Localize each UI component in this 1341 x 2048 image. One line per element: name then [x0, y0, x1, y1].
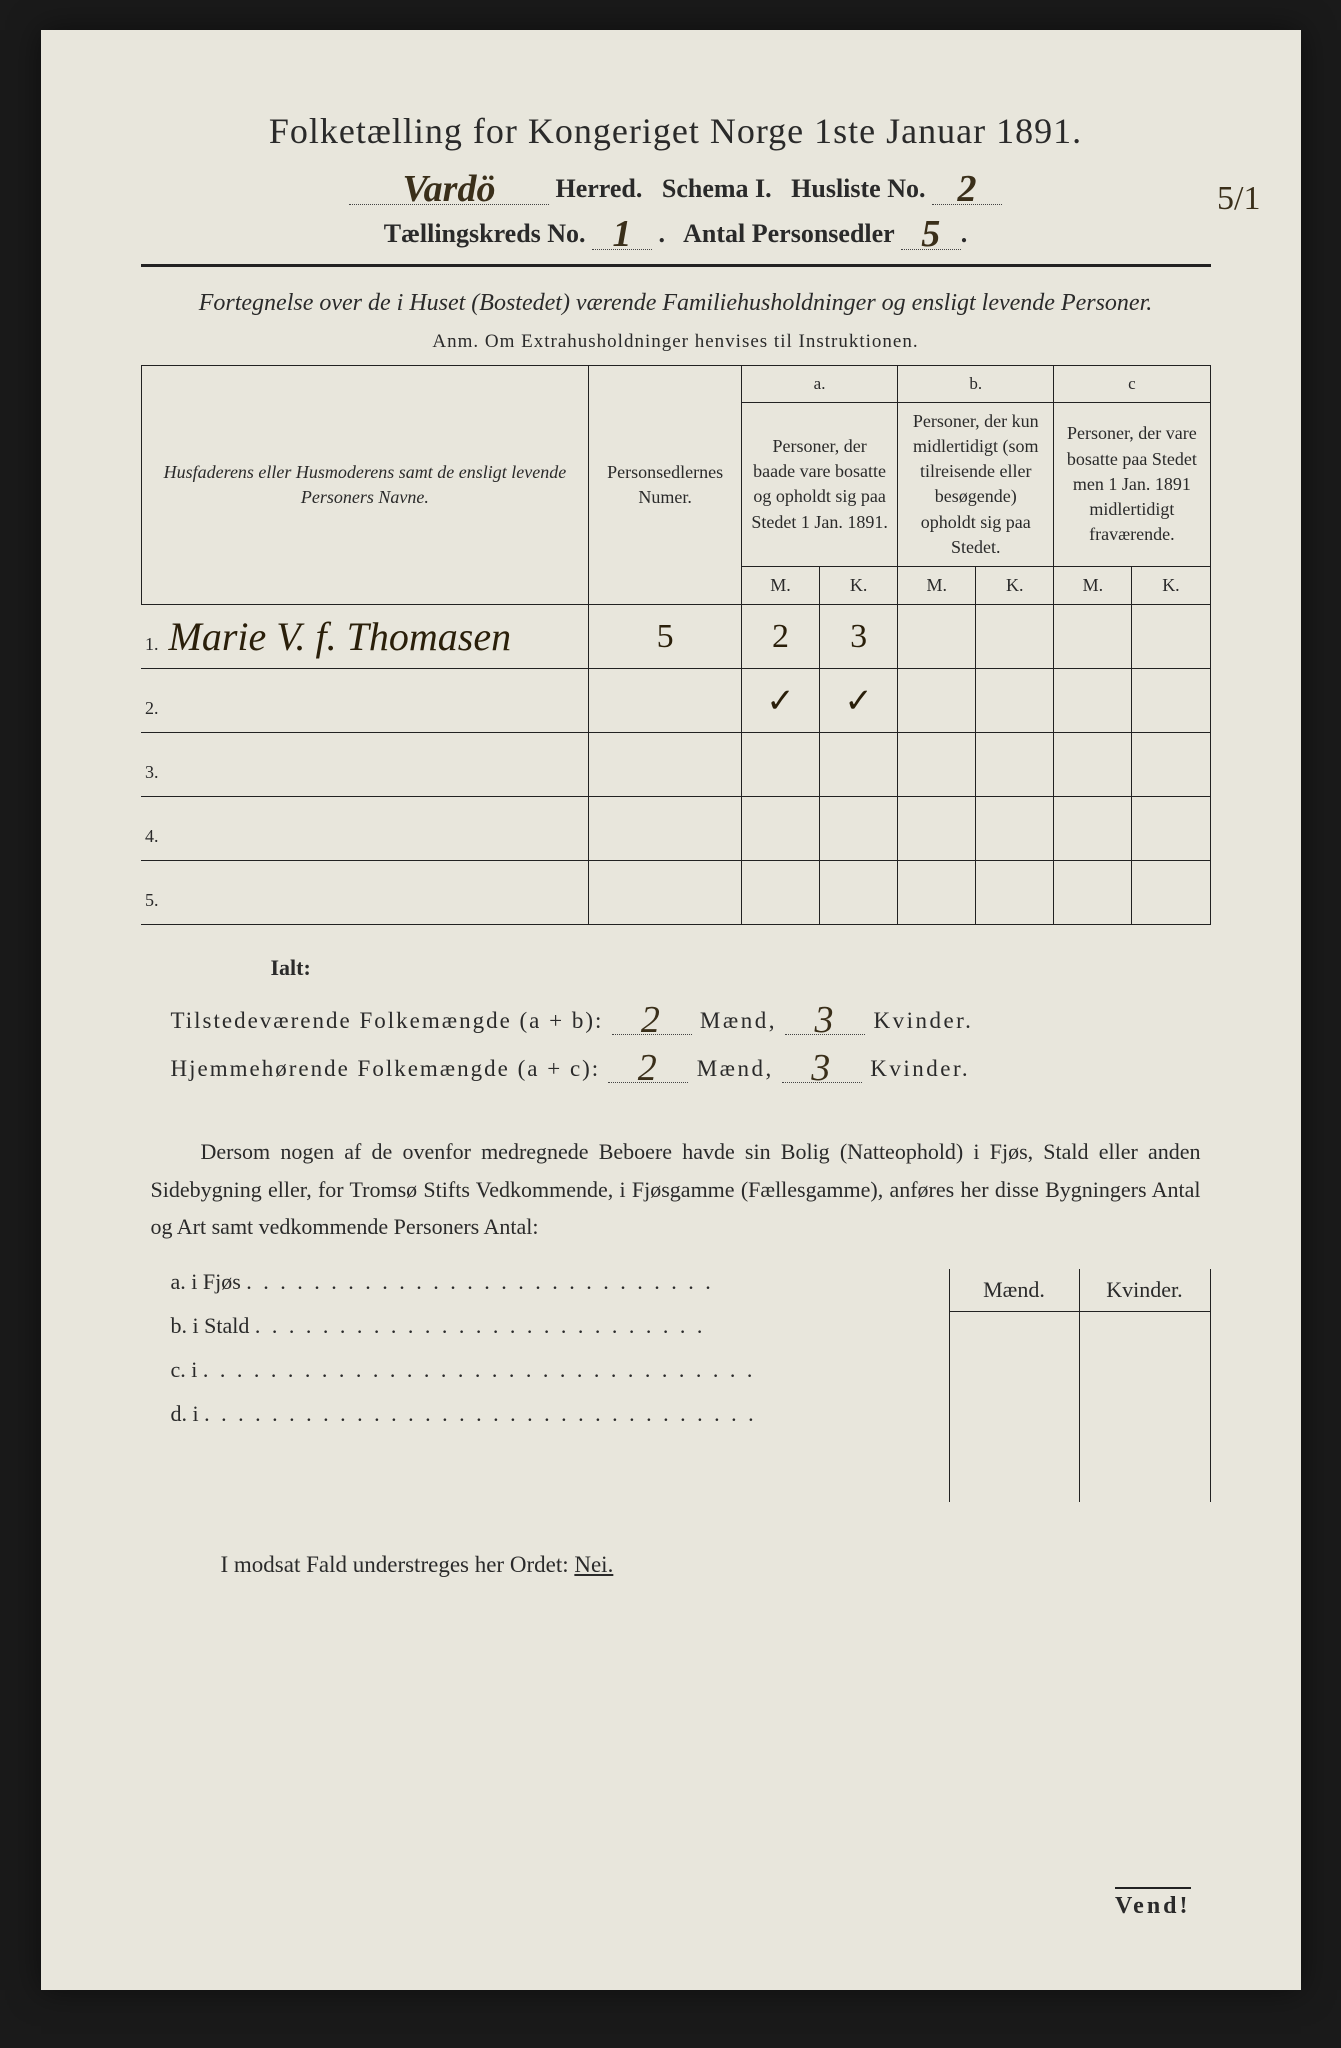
header-line-2: Tællingskreds No. 1 . Antal Personsedler… — [141, 215, 1211, 250]
mk-kvinder: Kvinder. — [1080, 1269, 1210, 1311]
col-c: Personer, der vare bosatte paa Stedet me… — [1054, 402, 1210, 566]
table-row: 1.Marie V. f. Thomasen523 — [141, 605, 1210, 669]
census-form-page: Folketælling for Kongeriget Norge 1ste J… — [41, 30, 1301, 1990]
vend-label: Vend! — [1115, 1887, 1190, 1920]
col-c-top: c — [1054, 366, 1210, 403]
total2-m: 2 — [638, 1053, 660, 1083]
table-row: 5. — [141, 861, 1210, 925]
nei-line: I modsat Fald understreges her Ordet: Ne… — [221, 1552, 1211, 1578]
herred-value: Vardö — [403, 174, 496, 204]
margin-annotation: 5/1 — [1217, 180, 1260, 218]
herred-label: Herred. — [556, 174, 643, 203]
anm-text: Anm. Om Extrahusholdninger henvises til … — [141, 331, 1211, 353]
col-b-k: K. — [976, 566, 1054, 604]
col-a-top: a. — [742, 366, 898, 403]
col-b-m: M. — [898, 566, 976, 604]
col-names: Husfaderens eller Husmoderens samt de en… — [141, 366, 589, 605]
outbuilding-section: a. i Fjøs . . . . . . . . . . . . . . . … — [141, 1269, 1211, 1502]
header-line-1: Vardö Herred. Schema I. Husliste No. 2 — [141, 170, 1211, 205]
row-c: c. i . . . . . . . . . . . . . . . . . .… — [171, 1357, 949, 1383]
kreds-label: Tællingskreds No. — [384, 219, 586, 248]
total1-m: 2 — [641, 1005, 663, 1035]
row-fjos: a. i Fjøs . . . . . . . . . . . . . . . … — [171, 1269, 949, 1295]
col-a-m: M. — [742, 566, 820, 604]
col-c-k: K. — [1132, 566, 1210, 604]
col-a: Personer, der baade vare bosatte og opho… — [742, 402, 898, 566]
totals-resident: Hjemmehørende Folkemængde (a + c): 2 Mæn… — [141, 1049, 1211, 1083]
row-d: d. i . . . . . . . . . . . . . . . . . .… — [171, 1401, 949, 1427]
kreds-value: 1 — [613, 219, 632, 249]
outbuilding-list: a. i Fjøs . . . . . . . . . . . . . . . … — [141, 1269, 949, 1502]
total1-k: 3 — [814, 1005, 836, 1035]
col-b-top: b. — [898, 366, 1054, 403]
col-a-k: K. — [820, 566, 898, 604]
ialt-label: Ialt: — [271, 955, 1211, 981]
antal-label: Antal Personsedler — [683, 219, 894, 248]
totals-present: Tilstedeværende Folkemængde (a + b): 2 M… — [141, 1001, 1211, 1035]
table-row: 4. — [141, 797, 1210, 861]
nei-word: Nei. — [574, 1552, 613, 1577]
page-title: Folketælling for Kongeriget Norge 1ste J… — [141, 110, 1211, 152]
instruction-text: Fortegnelse over de i Huset (Bostedet) v… — [141, 285, 1211, 321]
household-table: Husfaderens eller Husmoderens samt de en… — [141, 365, 1211, 925]
row-stald: b. i Stald . . . . . . . . . . . . . . .… — [171, 1313, 949, 1339]
husliste-label: Husliste No. — [791, 174, 925, 203]
mk-maend: Mænd. — [950, 1269, 1080, 1311]
table-row: 2.✓✓ — [141, 669, 1210, 733]
outbuilding-mk-box: Mænd. Kvinder. — [949, 1269, 1211, 1502]
col-c-m: M. — [1054, 566, 1132, 604]
outbuilding-paragraph: Dersom nogen af de ovenfor medregnede Be… — [151, 1133, 1201, 1245]
divider — [141, 264, 1211, 267]
col-num: Personsedlernes Numer. — [589, 366, 742, 605]
table-row: 3. — [141, 733, 1210, 797]
antal-value: 5 — [921, 219, 940, 249]
col-b: Personer, der kun midlertidigt (som tilr… — [898, 402, 1054, 566]
total2-k: 3 — [811, 1053, 833, 1083]
schema-label: Schema I. — [662, 174, 772, 203]
husliste-value: 2 — [958, 174, 977, 204]
